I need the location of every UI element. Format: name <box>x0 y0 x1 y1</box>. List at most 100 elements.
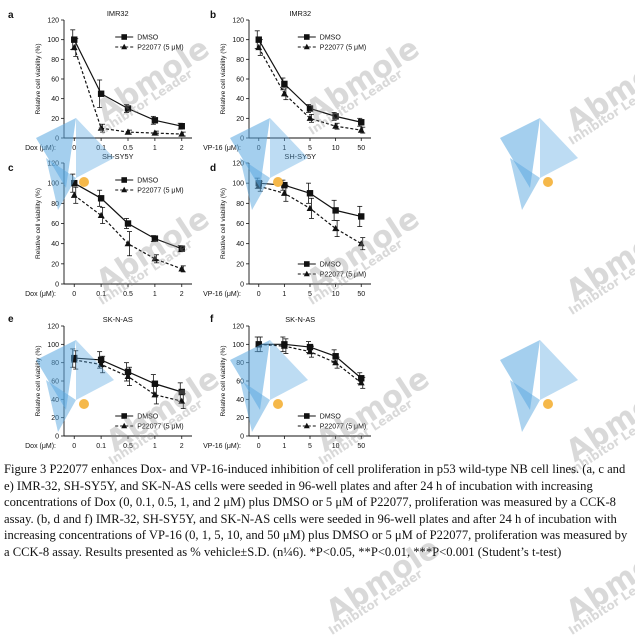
panel-a-y-label: Relative cell viability (%) <box>35 43 42 114</box>
panel-a-data-point-triangle <box>97 124 105 131</box>
panel-d-x-tick-label: 0 <box>257 291 261 298</box>
panel-e-y-tick-label: 80 <box>51 360 59 367</box>
panel-b-data-point-square <box>358 119 365 126</box>
panel-f-legend-label: DMSO <box>320 414 342 421</box>
panel-b-x-tick-label: 50 <box>357 145 365 152</box>
panel-a-data-point-triangle <box>124 128 132 135</box>
panel-c-legend-marker <box>121 186 128 193</box>
panel-b-x-tick-label: 1 <box>282 145 286 152</box>
panel-b-y-tick-label: 20 <box>236 116 244 123</box>
panel-c-y-tick-label: 120 <box>47 161 59 168</box>
panel-e-y-tick-label: 40 <box>51 397 59 404</box>
panel-a-x-tick-label: 1 <box>153 145 157 152</box>
panel-e-data-point-triangle <box>124 372 132 380</box>
panel-b-data-point-square <box>306 105 314 112</box>
panel-a-y-tick-label: 120 <box>47 18 59 25</box>
panel-c-y-tick-label: 40 <box>51 241 59 248</box>
panel-f-y-tick-label: 60 <box>236 379 244 386</box>
panel-b-data-point-triangle <box>332 122 340 129</box>
panel-a-y-tick-label: 60 <box>51 77 59 84</box>
panel-d-y-label: Relative cell viability (%) <box>220 188 227 259</box>
panel-b-data-point-triangle <box>280 90 288 97</box>
panel-d-legend-label: DMSO <box>320 262 342 269</box>
panel-e-x-label: Dox (μM): <box>25 443 56 450</box>
panel-e-data-point-square <box>124 368 132 376</box>
panel-e-x-tick-label: 0.5 <box>123 443 133 450</box>
panel-f-y-tick-label: 20 <box>236 415 244 422</box>
panel-c-x-tick-label: 0.5 <box>123 291 133 298</box>
panel-d-data-point-square <box>332 207 339 214</box>
panel-f-y-tick-label: 120 <box>232 324 244 331</box>
panel-b-x-label: VP-16 (μM): <box>203 145 241 152</box>
panel-b-data-point-square <box>281 80 288 88</box>
panel-b-legend-label: P22077 (5 μM) <box>320 45 366 52</box>
panel-f-x-tick-label: 10 <box>332 443 340 450</box>
panel-c-title: SH-SY5Y <box>102 152 134 161</box>
panel-e-y-tick-label: 100 <box>47 342 59 349</box>
panel-b-legend-marker <box>303 43 310 50</box>
panel-c-data-point-square <box>151 235 159 242</box>
panel-a-letter: a <box>8 10 14 21</box>
panel-e-y-label: Relative cell viability (%) <box>35 345 42 416</box>
panel-c-legend-label: P22077 (5 μM) <box>137 188 183 195</box>
panel-f-data-point-triangle <box>332 359 340 366</box>
panel-f-letter: f <box>210 314 214 325</box>
panel-f-data-point-triangle <box>357 379 365 386</box>
panel-c-data-point-square <box>178 245 185 252</box>
panel-c-x-tick-label: 2 <box>180 291 184 298</box>
panel-b-legend-marker <box>304 34 310 40</box>
panel-d-title: SH-SY5Y <box>284 152 316 161</box>
panel-e-data-point-square <box>178 388 185 396</box>
panel-e-y-tick-label: 60 <box>51 379 59 386</box>
panel-c-data-point-triangle <box>151 255 159 262</box>
panel-d-y-tick-label: 100 <box>232 181 244 188</box>
panel-a-data-point-triangle <box>178 130 186 137</box>
panel-c-data-point-triangle <box>178 265 186 272</box>
panel-e-data-point-triangle <box>97 360 105 368</box>
panel-d-legend-marker <box>304 261 310 267</box>
panel-c-y-tick-label: 20 <box>51 261 59 268</box>
panel-d-letter: d <box>210 163 216 174</box>
panel-b-x-tick-label: 0 <box>257 145 261 152</box>
panel-d-data-point-triangle <box>357 240 365 247</box>
panel-f-data-point-square <box>306 343 314 351</box>
panel-a-x-tick-label: 0.1 <box>96 145 106 152</box>
panel-d-y-tick-label: 60 <box>236 221 244 228</box>
panel-a-legend-marker <box>121 34 127 40</box>
panel-b-y-tick-label: 0 <box>240 136 244 143</box>
panel-c-x-label: Dox (μM): <box>25 291 56 298</box>
figure-caption: Figure 3 P22077 enhances Dox- and VP-16-… <box>4 462 628 559</box>
panel-b-y-label: Relative cell viability (%) <box>220 43 227 114</box>
panel-a-x-tick-label: 2 <box>180 145 184 152</box>
panel-c-data-point-triangle <box>97 211 105 219</box>
panel-e-y-tick-label: 120 <box>47 324 59 331</box>
panel-d-series-line <box>258 182 362 218</box>
panel-f-legend-label: P22077 (5 μM) <box>320 424 366 431</box>
panel-f-legend-marker <box>304 413 310 419</box>
panel-f-y-label: Relative cell viability (%) <box>220 345 227 416</box>
panel-b-title: IMR32 <box>289 9 311 18</box>
panel-a-data-point-square <box>178 123 185 130</box>
panel-f-x-label: VP-16 (μM): <box>203 443 241 450</box>
panel-e-data-point-triangle <box>178 397 186 404</box>
panel-f-x-tick-label: 1 <box>282 443 286 450</box>
panel-c-legend-marker <box>121 177 127 183</box>
panel-d-x-tick-label: 1 <box>282 291 286 298</box>
panel-c-x-tick-label: 0.1 <box>96 291 106 298</box>
panel-e-data-point-square <box>97 356 105 364</box>
panel-a-x-tick-label: 0.5 <box>123 145 133 152</box>
panel-d-y-tick-label: 20 <box>236 261 244 268</box>
panel-d-x-tick-label: 10 <box>332 291 340 298</box>
panel-a-data-point-square <box>124 105 132 112</box>
panel-a-x-tick-label: 0 <box>72 145 76 152</box>
panel-e-legend-label: P22077 (5 μM) <box>137 424 183 431</box>
panel-a-data-point-triangle <box>70 43 78 51</box>
panel-c-data-point-square <box>71 179 78 187</box>
panel-a-data-point-square <box>97 90 105 97</box>
panel-d-x-tick-label: 50 <box>357 291 365 298</box>
panel-a-y-tick-label: 40 <box>51 96 59 103</box>
panel-e-legend-label: DMSO <box>137 414 159 421</box>
panel-b-series-line <box>258 47 362 131</box>
panel-d-x-tick-label: 5 <box>308 291 312 298</box>
